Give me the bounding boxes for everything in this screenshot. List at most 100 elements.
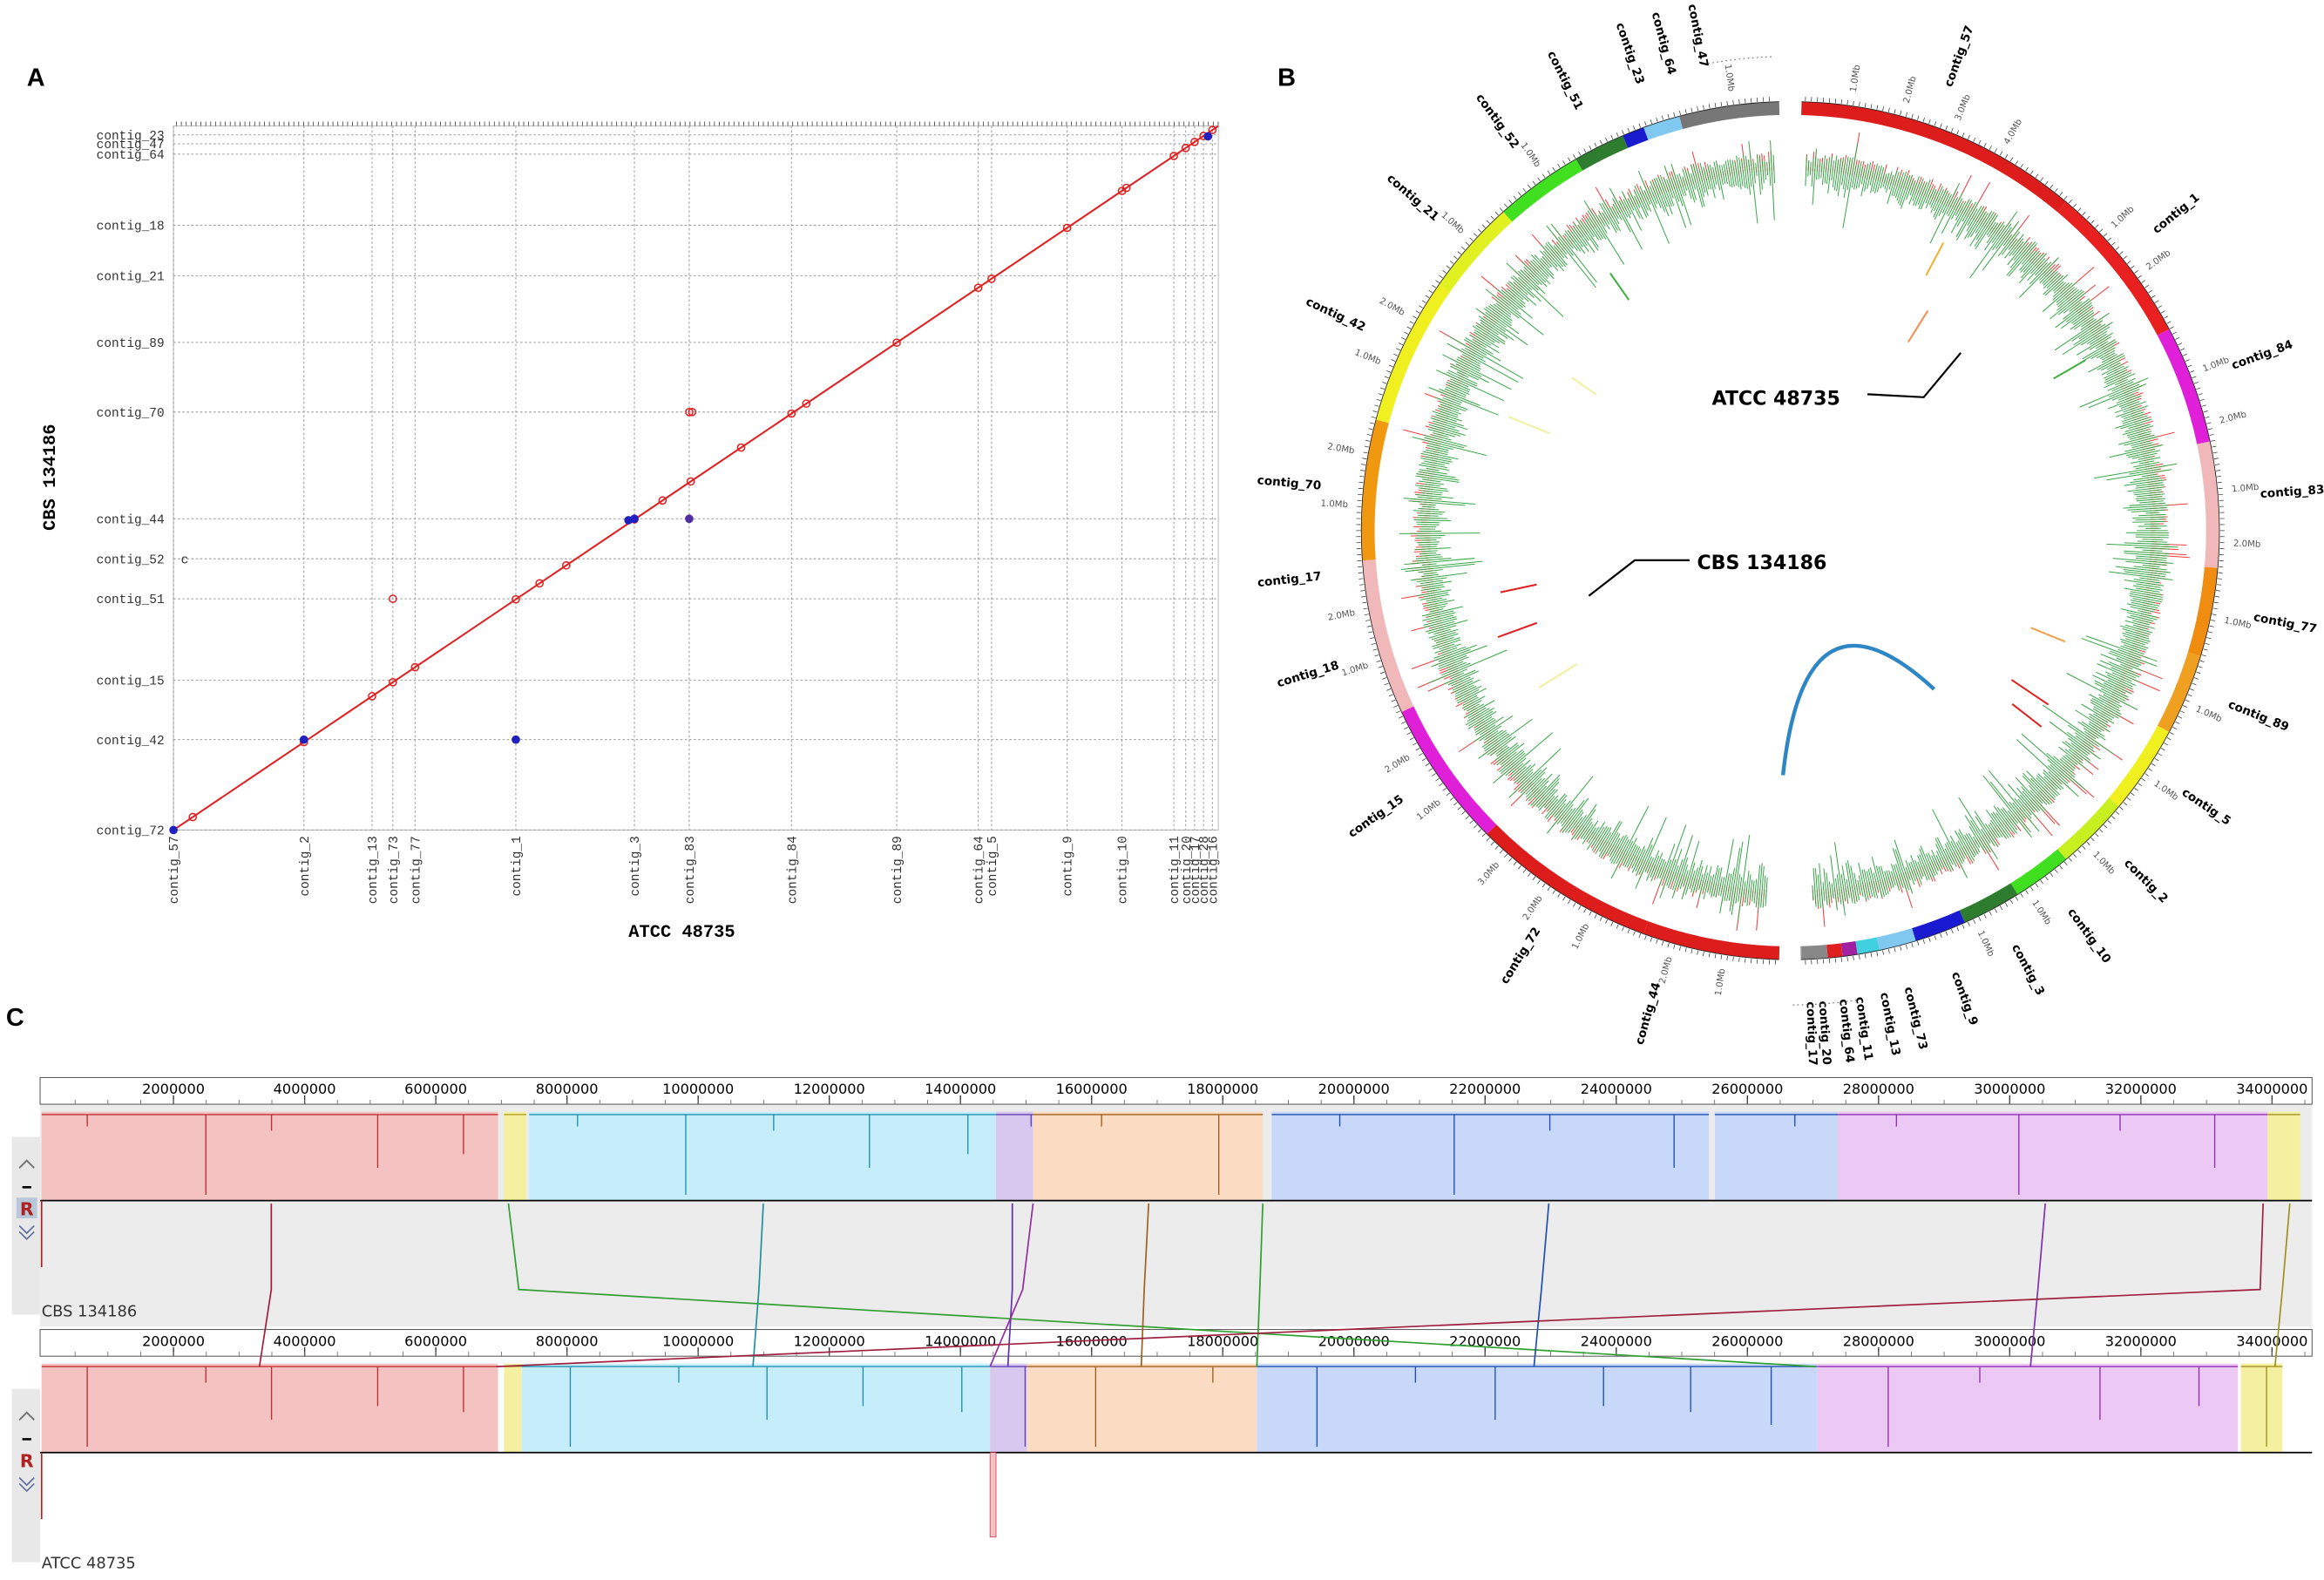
collapse-arrow[interactable] [18, 1411, 35, 1421]
coverage-spike [1455, 363, 1482, 377]
ring-tick [1439, 783, 1443, 787]
ring-tick [2193, 382, 2199, 384]
coverage-spike [1416, 577, 1447, 583]
ring-tick [2115, 246, 2120, 250]
ring-tick [2213, 601, 2219, 604]
r-button[interactable]: R [20, 1451, 34, 1472]
coverage-spike [1521, 770, 1542, 790]
coverage-spike [2028, 784, 2048, 805]
coverage-spike [2097, 347, 2116, 359]
expand-arrow[interactable] [18, 1224, 35, 1241]
coverage-spike [2111, 389, 2140, 401]
ring-tick [1928, 119, 1931, 125]
ring-tick [2082, 212, 2086, 216]
coverage-spike [1518, 270, 1539, 291]
ring-tick [1994, 908, 1997, 913]
lcb-block [1257, 1363, 1818, 1453]
collapse-arrow[interactable] [18, 1159, 35, 1169]
coverage-spike [2084, 730, 2096, 740]
r-button-bg[interactable] [16, 1449, 37, 1471]
coverage-spike [1968, 825, 1985, 851]
contig-arc [1503, 159, 1583, 222]
coverage-spike [1523, 269, 1540, 286]
coverage-spike [1422, 612, 1456, 621]
ring-tick [2107, 237, 2111, 241]
coverage-spike [1489, 303, 1513, 322]
coverage-spike [1451, 672, 1465, 679]
coverage-spike [1705, 169, 1711, 190]
ring-tick [2201, 654, 2206, 657]
ring-tick [2055, 869, 2058, 873]
coverage-spike [1656, 177, 1668, 207]
coverage-spike [2092, 675, 2132, 695]
coverage-spike [1741, 159, 1746, 188]
coverage-spike [1726, 873, 1732, 902]
scale-label: 1.0Mb [2090, 850, 2117, 877]
ring-tick [1983, 913, 1987, 919]
coverage-spike [1456, 371, 1469, 378]
coverage-spike [2043, 770, 2064, 790]
coverage-spike [2053, 282, 2070, 297]
r-button-bg[interactable] [16, 1197, 37, 1219]
contig-label: contig_89 [2226, 697, 2291, 734]
coverage-spike [1556, 804, 1574, 825]
ring-tick [1562, 896, 1566, 901]
coverage-spike [2021, 786, 2045, 813]
coverage-spike [1431, 637, 1460, 648]
coverage-spike [1552, 798, 1567, 817]
coverage-spike [1462, 696, 1479, 707]
ring-tick [2205, 642, 2210, 645]
ring-tick [2203, 410, 2208, 413]
coverage-spike [1746, 874, 1751, 906]
ring-tick [1439, 275, 1443, 279]
coverage-spike [1832, 155, 1838, 187]
coverage-spike [1941, 192, 1963, 234]
coverage-spike [1546, 795, 1559, 810]
coverage-spike [1967, 208, 1978, 227]
coverage-spike [1426, 449, 1448, 456]
coverage-spike [2109, 661, 2137, 674]
coverage-spike [1770, 140, 1775, 220]
ring-tick [2090, 220, 2095, 224]
coverage-spike [2062, 322, 2113, 356]
y-contig-label: contig_15 [97, 675, 165, 689]
coverage-spike [2052, 282, 2073, 301]
coverage-spike [1899, 175, 1911, 206]
coverage-spike [1530, 774, 1561, 806]
ring-tick [2126, 261, 2131, 264]
contig-arc-outline [2168, 655, 2201, 733]
coverage-spike [1496, 743, 1525, 766]
coverage-spike [2099, 349, 2116, 360]
coverage-spike [1990, 819, 2003, 837]
ruler-label: 26000000 [1711, 1332, 1783, 1349]
match-dot [388, 677, 397, 687]
coverage-spike [1447, 370, 1478, 385]
coverage-spike [1477, 322, 1506, 342]
coverage-spike [1513, 275, 1541, 302]
coverage-spike [1574, 227, 1588, 247]
contig-arc [2157, 652, 2201, 733]
ring-tick [1366, 625, 1372, 627]
ring-tick [1656, 117, 1658, 122]
x-axis-title: ATCC 48735 [628, 923, 735, 943]
coverage-spike [1818, 161, 1821, 180]
coverage-spike [2039, 268, 2052, 281]
scale-label: 1.0Mb [2194, 704, 2223, 724]
expand-arrow[interactable] [18, 1477, 35, 1493]
coverage-spike [1501, 289, 1523, 309]
coverage-spike [1454, 684, 1474, 695]
ring-tick [1905, 112, 1907, 117]
contig-label: contig_47 [1684, 3, 1711, 68]
ruler-label: 16000000 [1056, 1081, 1128, 1097]
ring-tick [1973, 919, 1976, 924]
coverage-spike [1935, 854, 1943, 869]
coverage-spike [1734, 162, 1739, 187]
coverage-spike [1550, 223, 1597, 283]
ring-tick [1528, 872, 1531, 878]
ring-tick [1541, 883, 1546, 888]
scale-label: 1.0Mb [2151, 779, 2179, 803]
ruler-label: 26000000 [1711, 1081, 1783, 1097]
ring-tick [1388, 364, 1393, 368]
coverage-spike [1819, 863, 1824, 909]
r-button[interactable]: R [20, 1199, 34, 1220]
